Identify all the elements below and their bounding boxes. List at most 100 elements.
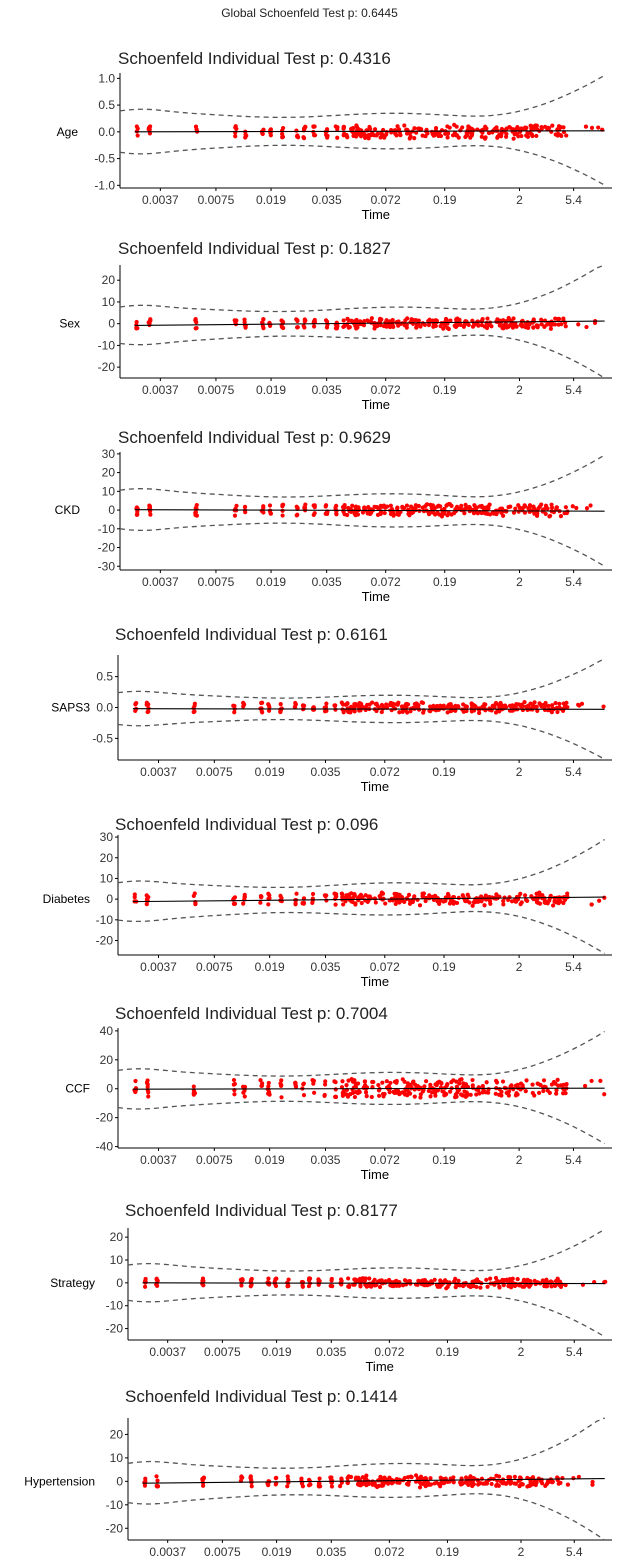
residual-point [399,895,404,900]
residual-point [192,891,197,896]
residual-point [302,505,308,510]
residual-point [323,705,329,710]
residual-point [506,315,511,321]
residual-point [324,325,330,330]
y-axis-label: CCF [65,1082,90,1096]
residual-point [430,132,435,137]
residual-point [467,900,472,905]
residual-point [378,135,383,140]
x-tick-label: 0.072 [370,1153,400,1167]
x-tick-label: 2 [516,765,523,779]
x-tick-label: 0.0075 [198,383,235,397]
residual-point [382,510,387,516]
residual-point [555,1077,560,1082]
residual-point [372,326,377,331]
residual-point [357,894,362,899]
residual-point [330,1284,335,1289]
residual-point [391,1089,396,1094]
x-tick-label: 0.072 [370,765,400,779]
residual-point [278,708,283,713]
residual-point [542,707,548,713]
residual-point [346,1284,352,1289]
residual-point [442,506,447,511]
residual-point [400,709,405,715]
residual-point [249,1484,254,1489]
y-tick-label: -10 [106,1498,124,1512]
residual-points [132,1077,607,1100]
residual-point [589,902,594,907]
residual-point [522,893,528,898]
residual-point [602,1092,607,1097]
residual-point [193,326,198,331]
residual-point [373,900,378,905]
residual-point [420,700,426,706]
residual-point [301,135,306,140]
residual-point [435,510,440,515]
residual-point [364,1473,369,1478]
x-tick-label: 5.4 [565,193,582,207]
residual-point [421,710,426,715]
y-tick-label: -30 [98,559,116,573]
residual-point [384,702,389,707]
y-tick-label: -40 [96,1140,114,1154]
residual-point [480,1083,485,1089]
residual-point [471,510,477,516]
residual-point [134,319,139,325]
residual-point [543,511,548,516]
residual-point [311,124,316,129]
residual-point [441,899,446,904]
y-axis-label: SAPS3 [51,701,90,715]
residual-point [337,1483,343,1489]
x-axis-label: Time [361,1167,389,1182]
residual-point [432,1277,437,1282]
residual-point [307,1478,312,1484]
residual-point [334,503,339,508]
residual-point [266,708,272,713]
residual-point [477,706,482,711]
residual-point [242,1084,248,1090]
residual-point [356,898,361,903]
residual-point [191,1084,196,1089]
residual-point [477,1091,482,1096]
residual-point [376,1082,381,1088]
residual-point [268,511,273,516]
residual-point [579,701,585,706]
residual-point [555,709,560,715]
residual-point [454,124,459,129]
residual-point [260,131,265,137]
residual-point [397,1480,402,1485]
residual-point [550,703,555,708]
residual-point [311,324,317,329]
residual-point [551,322,556,327]
residual-point [414,325,419,330]
residual-point [372,127,378,132]
lower-confidence-band [119,522,605,567]
residual-point [509,899,515,904]
residual-point [540,1279,546,1284]
residual-point [312,1090,317,1095]
residual-point [274,1276,279,1281]
residual-point [154,1474,159,1479]
residual-point [193,510,198,515]
residual-point [499,1089,504,1094]
residual-point [334,511,339,516]
residual-point [522,510,528,515]
residual-point [232,1081,237,1087]
residual-point [351,126,356,131]
residual-point [148,512,153,517]
residual-point [588,503,593,508]
residual-point [310,891,316,897]
residual-point [563,324,568,329]
residual-point [280,135,285,140]
residual-point [475,322,480,327]
y-tick-label: 0.5 [96,670,113,684]
residual-point [515,1276,520,1282]
residual-point [552,1283,558,1289]
residual-point [505,1279,510,1284]
residual-point [561,1082,566,1088]
residual-point [358,701,363,706]
residual-point [300,1484,306,1489]
y-tick-label: 10 [100,871,114,885]
residual-point [410,899,415,905]
residual-point [555,317,560,322]
